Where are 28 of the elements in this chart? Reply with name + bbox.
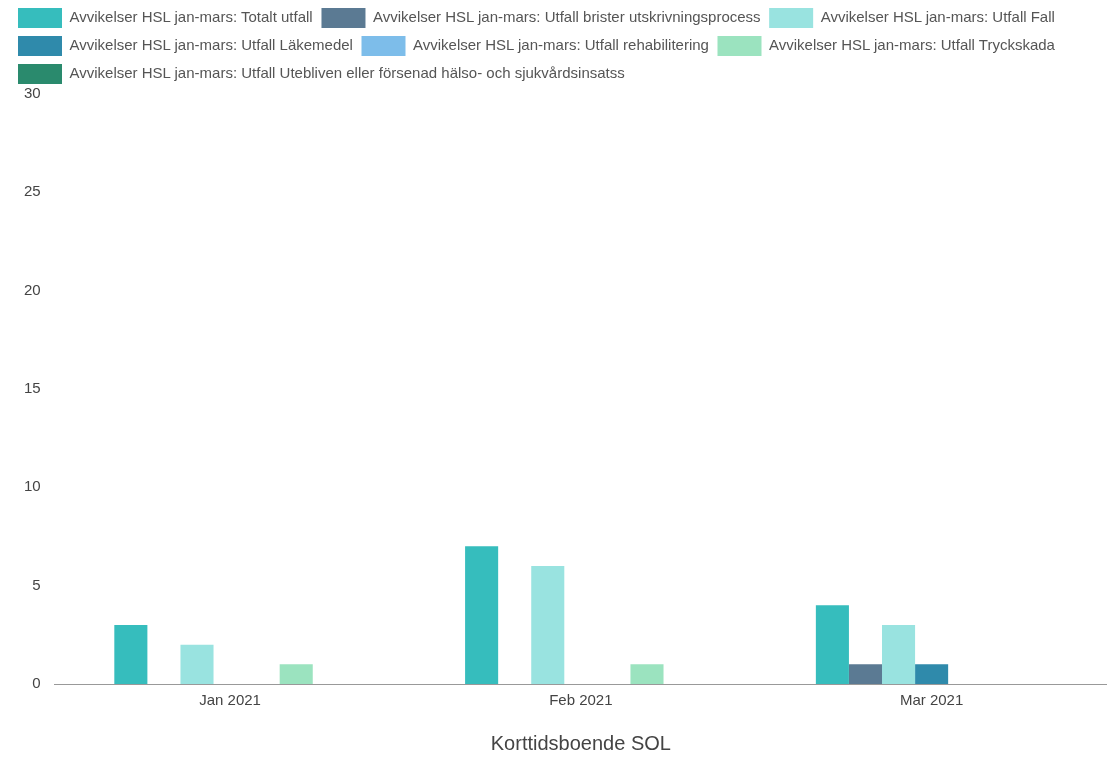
bar [848,664,883,684]
bar [180,644,214,684]
y-tick-label: 15 [24,379,41,397]
bar [531,566,565,684]
legend-label: Avvikelser HSL jan-mars: Utfall Tryckskada [769,36,1056,54]
y-tick-label: 30 [24,84,41,102]
bar [279,664,313,684]
legend-label: Avvikelser HSL jan-mars: Utfall rehabilitering [413,36,709,54]
bar [465,546,499,684]
y-tick-label: 10 [24,477,41,495]
bar [630,664,664,684]
legend-label: Avvikelser HSL jan-mars: Utfall Fall [820,8,1055,26]
x-tick-label: Feb 2021 [549,691,613,709]
bar [882,625,916,684]
x-axis-title: Korttidsboende SOL [490,731,671,754]
x-tick-label: Mar 2021 [899,691,964,709]
bar [915,664,949,684]
y-tick-label: 0 [32,674,41,692]
bar [114,625,148,684]
y-tick-label: 25 [24,182,41,200]
legend-label: Avvikelser HSL jan-mars: Utfall Läkemedel [69,36,353,54]
legend-label: Avvikelser HSL jan-mars: Utfall brister utskrivningsprocess [372,8,761,26]
y-tick-label: 5 [32,575,41,593]
bar [815,605,849,684]
legend-label: Avvikelser HSL jan-mars: Utfall Utebliven eller försenad hälso- och sjukvårdsinsatss [69,64,625,82]
y-tick-label: 20 [24,280,41,298]
legend-label: Avvikelser HSL jan-mars: Totalt utfall [69,8,313,26]
x-tick-label: Jan 2021 [199,691,261,709]
